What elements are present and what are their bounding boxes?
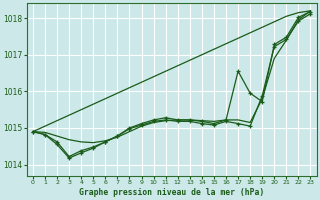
X-axis label: Graphe pression niveau de la mer (hPa): Graphe pression niveau de la mer (hPa)	[79, 188, 264, 197]
